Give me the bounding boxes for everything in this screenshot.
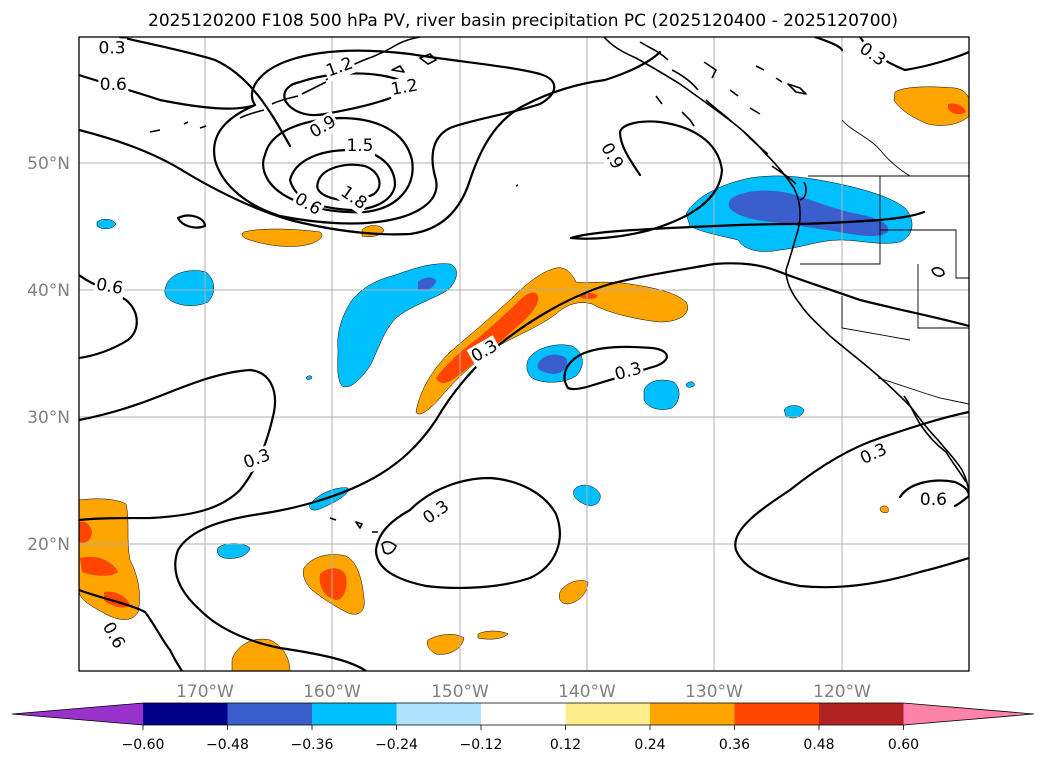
negative-anomaly-region [418,277,436,291]
negative-anomaly-region [96,219,117,229]
latitude-labels: 50°N 40°N 30°N 20°N [27,154,70,555]
lon-label-130w: 130°W [685,682,743,702]
colorbar-bin-7 [650,703,735,725]
positive-anomaly-region [319,568,347,600]
colorbar-tick-label: −0.36 [291,737,334,753]
lat-label-20: 20°N [27,535,70,555]
pv-contour-label-bg [239,444,275,474]
colorbar-tick-label: 0.24 [634,737,665,753]
colorbar: −0.60 −0.48 −0.36 −0.24 −0.12 0.12 0.24 … [11,702,1035,753]
colorbar-ticks [142,725,904,730]
colorbar-bin-6 [565,703,650,725]
colorbar-bin-5 [481,703,566,725]
negative-anomaly-region [537,354,568,374]
positive-anomaly-region [79,521,92,543]
lon-label-120w: 120°W [813,682,871,702]
lat-label-50: 50°N [27,154,70,174]
negative-anomaly-region [728,190,889,236]
colorbar-tick-label: 0.12 [550,737,581,753]
positive-anomaly-region [427,634,465,655]
pv-contour-label-bg [97,617,130,654]
negative-anomaly-region [783,405,805,419]
lon-label-160w: 160°W [303,682,361,702]
colorbar-over-arrow [903,703,1034,725]
colorbar-bin-1 [143,703,228,725]
lon-label-150w: 150°W [431,682,489,702]
pv-contour-label-bg [595,138,628,175]
colorbar-bin-4 [396,703,481,725]
pv-contour-label: 0.3 [99,38,126,58]
pv-contour-label-bg [387,75,421,101]
colorbar-tick-label: −0.24 [375,737,418,753]
negative-anomaly-region [685,381,695,388]
negative-anomaly-region [164,270,214,306]
pv-contour-label-bg [918,489,949,510]
colorbar-tick-label: 0.36 [719,737,750,753]
longitude-labels: 170°W 160°W 150°W 140°W 130°W 120°W [176,682,871,702]
positive-anomaly-region [241,228,323,247]
pv-contour-label-bg [93,274,127,300]
colorbar-bin-9 [819,703,904,725]
pv-contour-label-bg [854,37,891,72]
graticule [79,37,969,671]
colorbar-tick-label: −0.12 [460,737,503,753]
pv-contour-label-bg [855,438,892,470]
pv-contour-label-bg [418,495,455,530]
pv-contour-label-bg [611,358,646,386]
lon-label-140w: 140°W [558,682,616,702]
positive-anomaly-region [559,580,589,605]
pv-contour-label: 0.6 [100,75,127,95]
colorbar-tick-label: 0.60 [888,737,919,753]
pv-contour-label: 0.6 [920,490,947,510]
pv-contour-label-bg [289,188,326,221]
map-panel [79,37,969,671]
colorbar-bin-8 [734,703,819,725]
pv-contour-label-bg [466,335,503,368]
positive-anomaly-regions [79,86,969,671]
pv-contour-label: 1.2 [389,76,419,100]
colorbar-bin-3 [312,703,397,725]
lat-label-30: 30°N [27,408,70,428]
pv-contour-label: 1.5 [346,136,373,156]
lat-label-40: 40°N [27,281,70,301]
pv-contour-label-bg [344,136,375,157]
positive-anomaly-region [477,630,509,640]
negative-anomaly-regions [96,175,913,559]
positive-anomaly-region [436,292,539,383]
negative-anomaly-region [305,375,313,380]
negative-anomaly-region [643,379,680,410]
pv-contour-label: 0.6 [94,275,124,299]
map-title: 2025120200 F108 500 hPa PV, river basin … [148,11,898,31]
positive-anomaly-region [79,498,140,620]
colorbar-under-arrow [12,703,143,725]
colorbar-bin-2 [227,703,312,725]
colorbar-tick-label: −0.60 [122,737,165,753]
pv-contour-label-bg [305,110,342,144]
map-frame [78,36,970,672]
colorbar-tick-label: 0.48 [803,737,834,753]
pv-contour-label-bg [97,38,128,59]
positive-anomaly-region [80,556,118,576]
positive-anomaly-region [879,505,889,514]
positive-anomaly-region [948,103,966,115]
map-content: 0.30.61.21.20.91.51.80.60.90.30.60.30.30… [79,37,969,671]
pv-contour-labels: 0.30.61.21.20.91.51.80.60.90.30.60.30.30… [93,37,949,654]
pv-contour-label-bg [98,75,129,96]
borders [800,119,969,405]
coastlines [149,37,969,555]
positive-anomaly-region [893,86,969,126]
colorbar-tick-label: −0.48 [206,737,249,753]
pv-contours [79,37,969,671]
pv-contour-label-bg [335,181,372,215]
pv-contour-label-bg [322,52,358,82]
lon-label-170w: 170°W [176,682,234,702]
